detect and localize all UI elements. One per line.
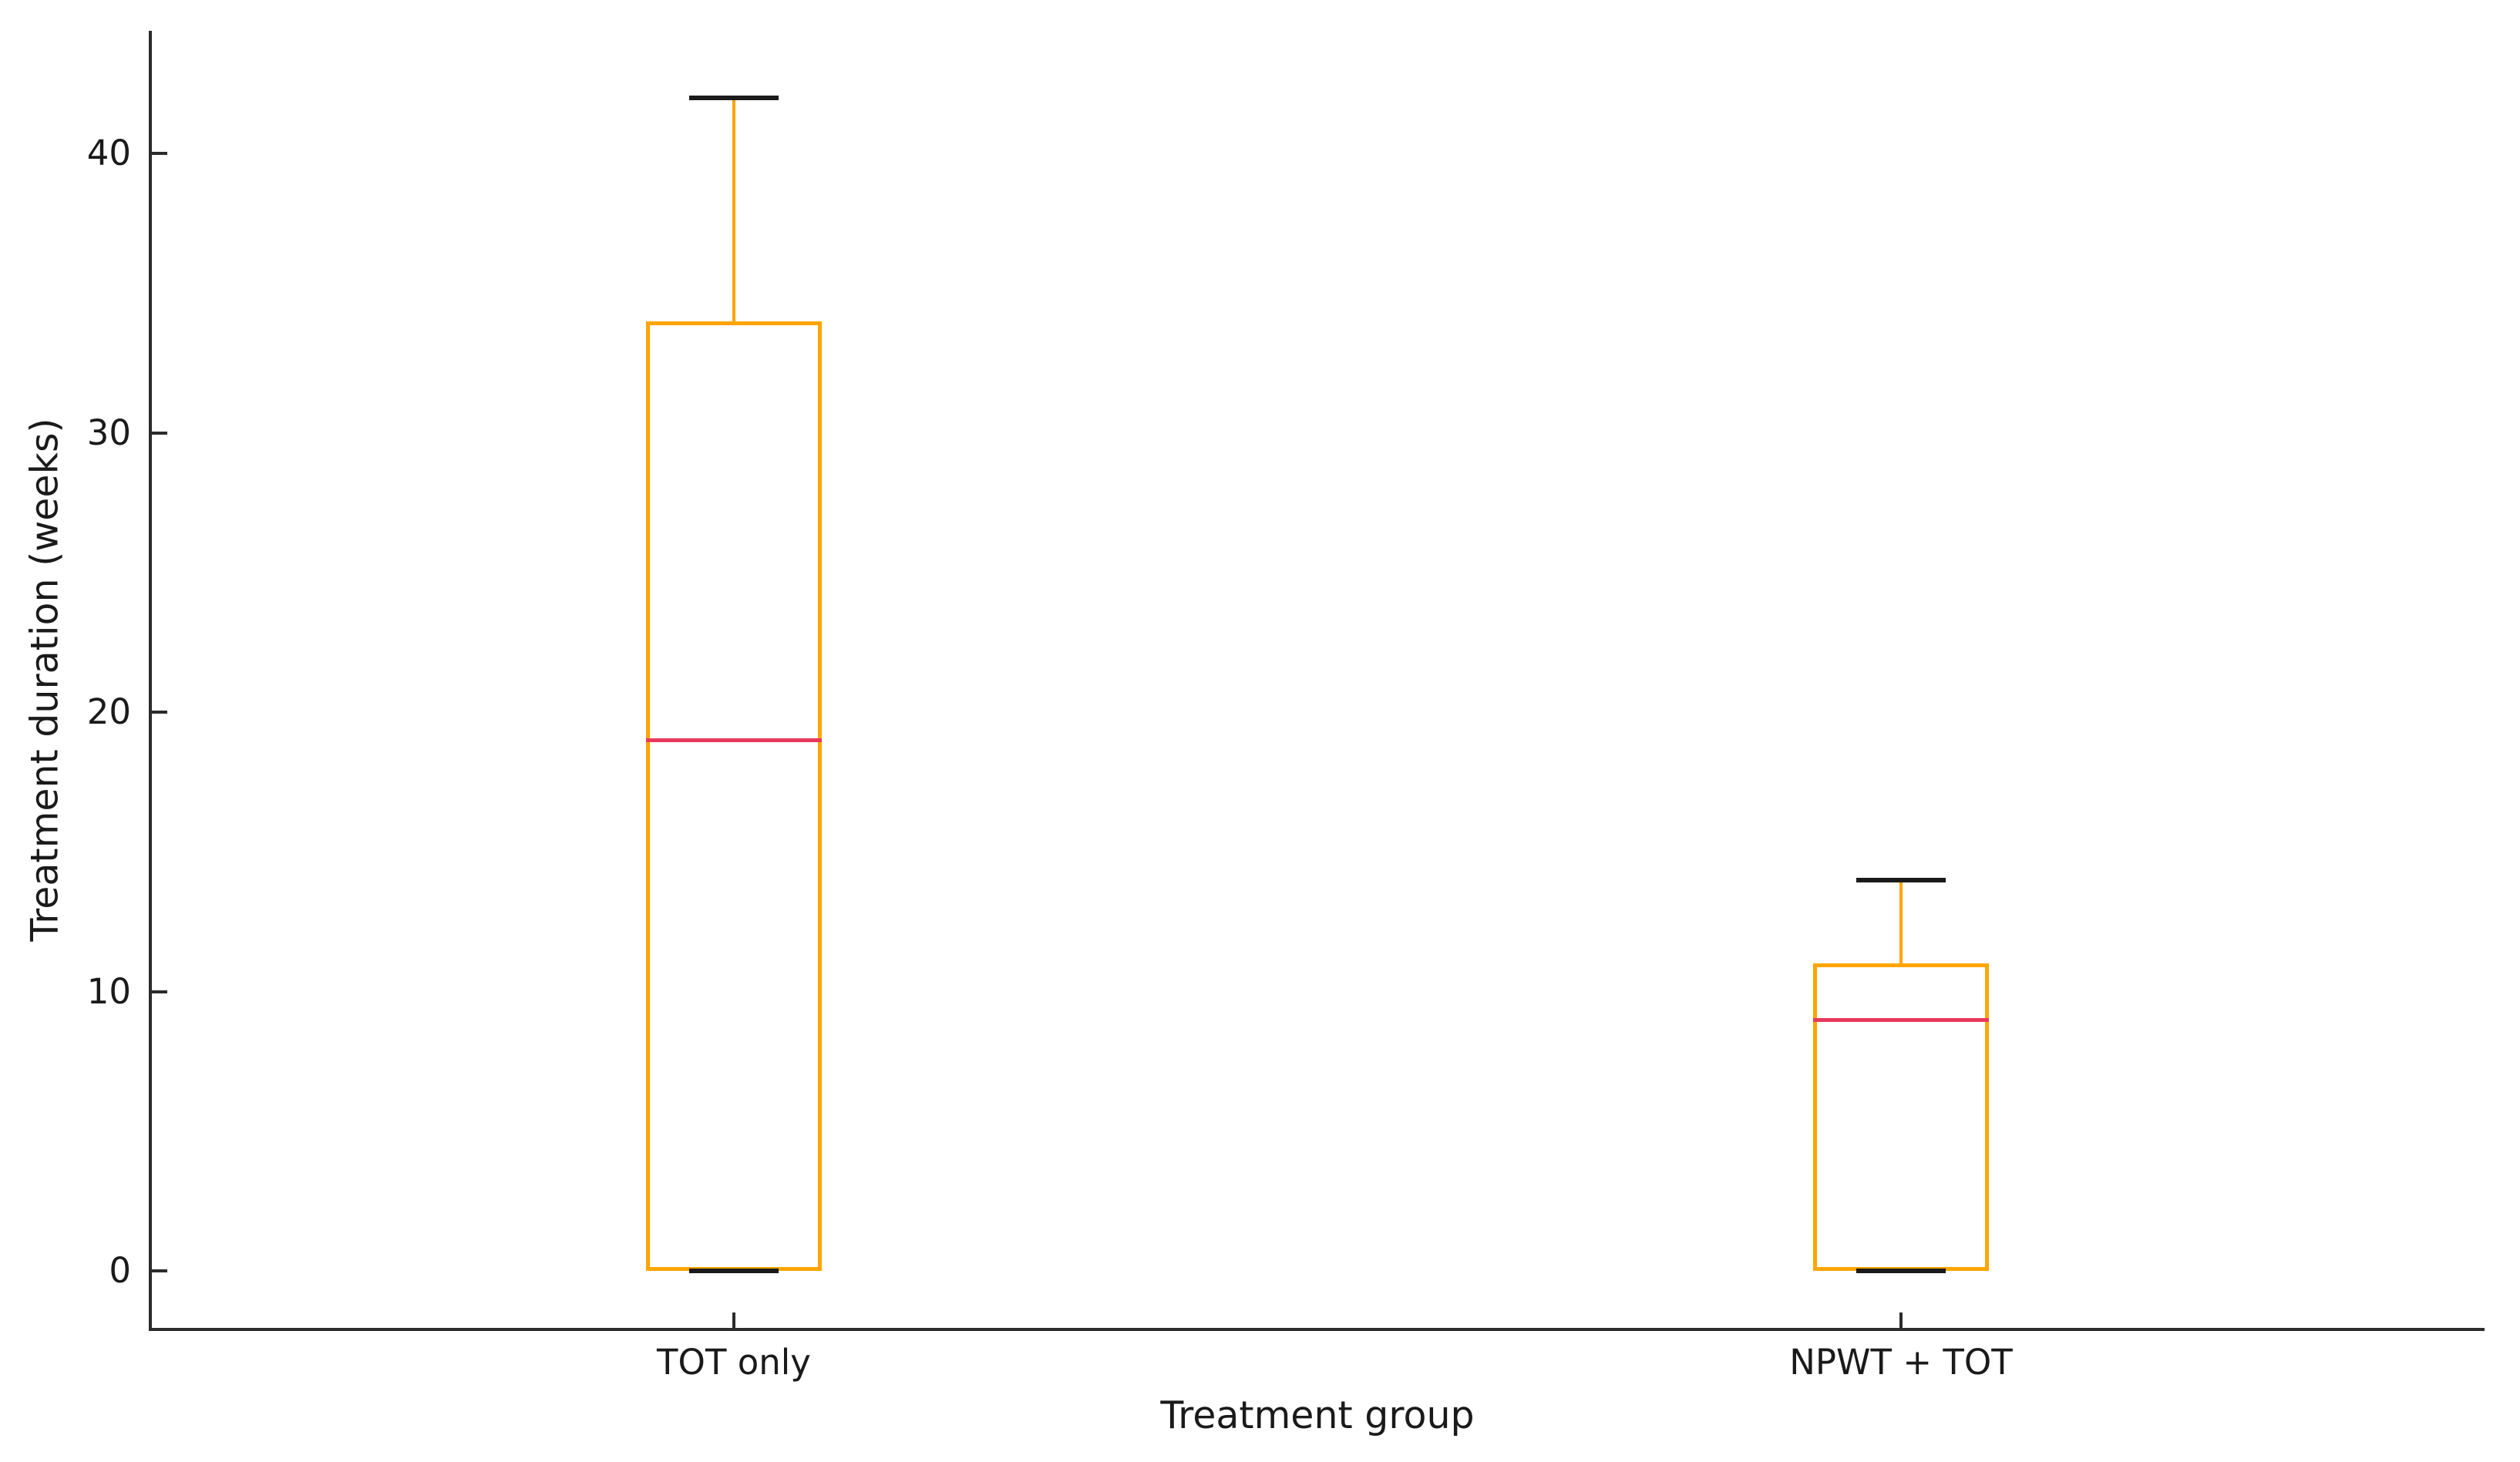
x-tick-label: TOT only: [657, 1342, 811, 1383]
y-tick-mark: [150, 152, 167, 156]
y-tick-mark: [150, 711, 167, 714]
x-tick-mark: [732, 1312, 735, 1329]
lower-whisker-cap: [1856, 1268, 1946, 1273]
y-tick-label: 0: [109, 1249, 131, 1291]
y-axis-title: Treatment duration (weeks): [22, 418, 67, 942]
y-tick-label: 40: [86, 133, 131, 174]
y-tick-mark: [150, 990, 167, 993]
y-axis-line: [149, 31, 152, 1331]
y-tick-label: 20: [86, 691, 131, 733]
y-tick-mark: [150, 1269, 167, 1272]
upper-whisker-cap: [1856, 877, 1946, 882]
upper-whisker-line: [732, 97, 735, 321]
iqr-box: [1813, 963, 1989, 1271]
x-tick-label: NPWT + TOT: [1789, 1342, 2013, 1383]
upper-whisker-cap: [689, 95, 779, 100]
x-tick-mark: [1899, 1312, 1903, 1329]
y-tick-label: 30: [86, 412, 131, 453]
x-axis-title: Treatment group: [1160, 1393, 1475, 1437]
iqr-box: [646, 321, 822, 1271]
lower-whisker-cap: [689, 1268, 779, 1273]
y-tick-mark: [150, 431, 167, 435]
median-line: [1813, 1017, 1989, 1022]
y-tick-label: 10: [86, 970, 131, 1012]
median-line: [646, 738, 822, 743]
upper-whisker-line: [1899, 879, 1903, 964]
x-axis-line: [149, 1328, 2485, 1331]
